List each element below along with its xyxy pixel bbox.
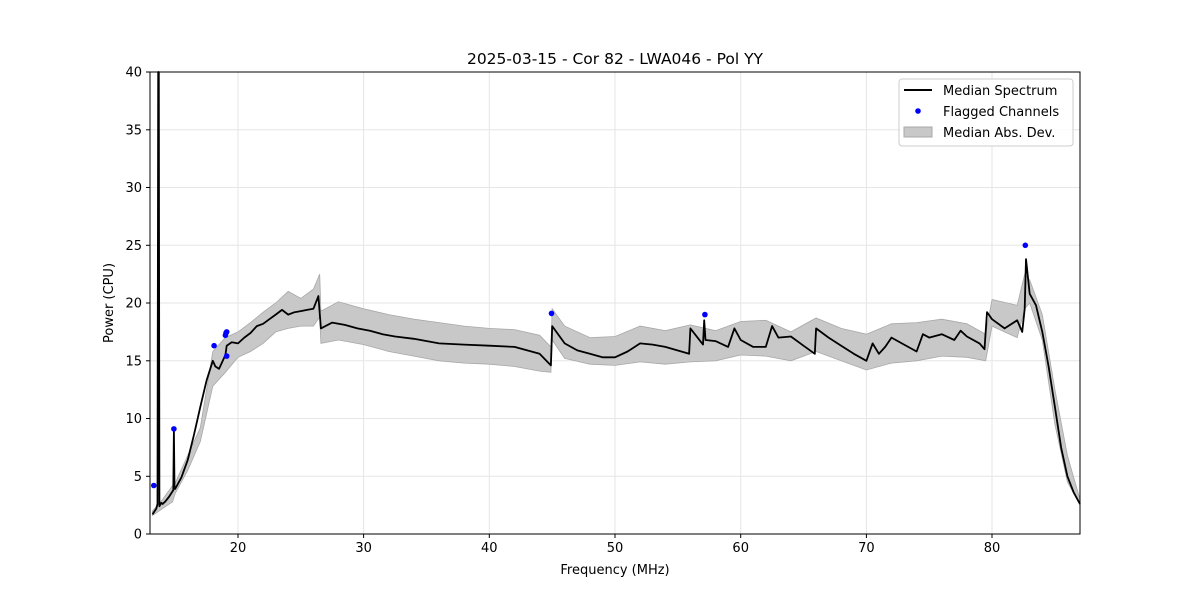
flagged-channel-point (548, 310, 555, 317)
flagged-points-layer (151, 242, 1029, 489)
x-tick-label: 50 (607, 541, 624, 556)
legend-mad-label: Median Abs. Dev. (943, 126, 1055, 141)
y-tick-label: 20 (125, 297, 142, 312)
y-tick-label: 30 (125, 181, 142, 196)
chart-title: 2025-03-15 - Cor 82 - LWA046 - Pol YY (467, 50, 764, 68)
x-axis: 20 30 40 50 60 70 80 (230, 534, 1001, 556)
y-tick-label: 25 (125, 239, 142, 254)
legend-mad-swatch (903, 126, 933, 138)
legend: Median Spectrum Flagged Channels Median … (898, 78, 1074, 147)
x-tick-label: 40 (481, 541, 498, 556)
x-axis-label: Frequency (MHz) (560, 563, 669, 578)
flagged-channel-point (223, 329, 230, 335)
y-tick-label: 10 (125, 412, 142, 427)
flagged-channel-point (211, 342, 217, 349)
x-tick-label: 20 (230, 541, 247, 556)
y-tick-label: 35 (125, 123, 142, 138)
median-line-layer (151, 71, 1081, 515)
legend-median-label: Median Spectrum (943, 84, 1057, 99)
x-tick-label: 70 (858, 541, 875, 556)
flagged-channel-point (223, 353, 230, 359)
y-tick-label: 0 (134, 528, 142, 543)
x-tick-label: 80 (984, 541, 1001, 556)
y-tick-label: 15 (125, 354, 142, 369)
legend-flagged-label: Flagged Channels (943, 105, 1059, 120)
flagged-channel-point (151, 482, 157, 489)
y-axis: 0 5 10 15 20 25 30 35 40 (125, 66, 150, 543)
flagged-channel-point (1022, 242, 1029, 249)
flagged-channel-point (171, 426, 177, 432)
flagged-channel-point (702, 311, 708, 318)
legend-box (898, 78, 1074, 147)
x-tick-label: 30 (355, 541, 372, 556)
legend-flagged-swatch (915, 108, 921, 114)
x-tick-label: 60 (732, 541, 749, 556)
y-tick-label: 40 (125, 66, 142, 81)
median-spectrum-line (151, 71, 1081, 515)
y-tick-label: 5 (134, 470, 142, 485)
y-axis-label: Power (CPU) (102, 263, 117, 343)
